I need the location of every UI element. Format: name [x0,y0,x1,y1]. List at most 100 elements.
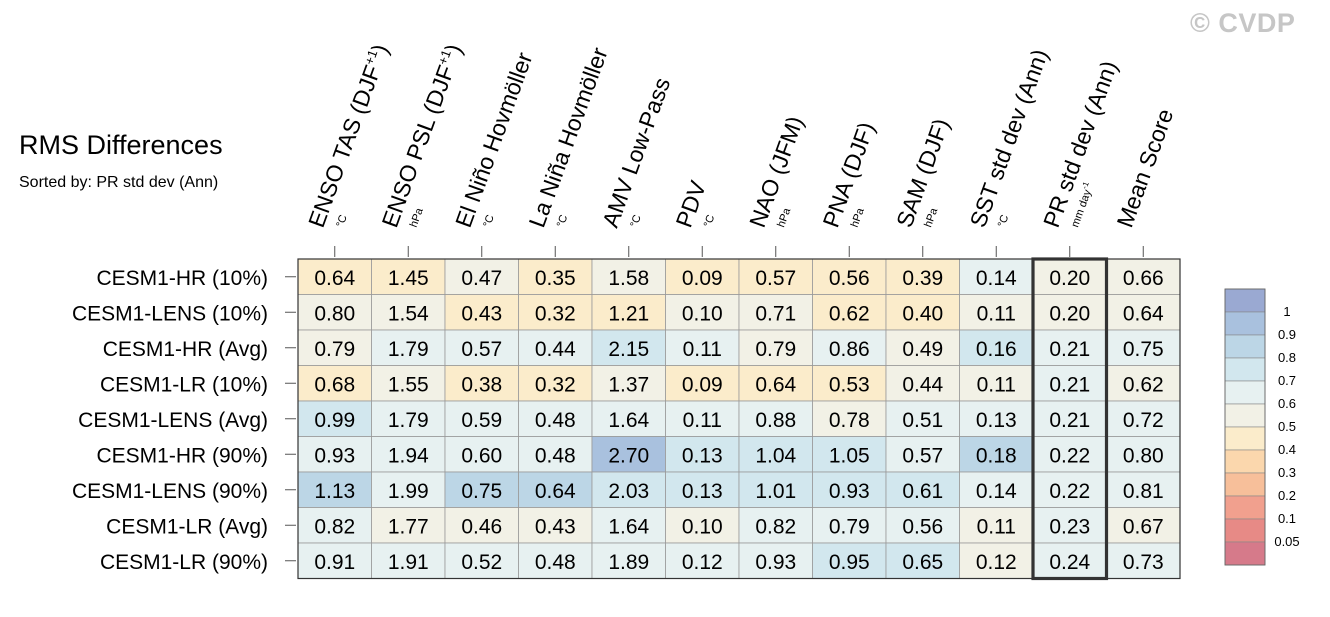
column-label: NAO (JFM) [744,113,808,231]
cell-value: 1.55 [388,373,429,396]
column-label: AMV Low-Pass [597,74,675,231]
chart-title: RMS Differences [19,130,223,160]
cell-value: 0.39 [902,267,943,290]
cell-value: 0.57 [461,338,502,361]
cell-value: 1.01 [755,480,796,503]
heatmap-cell [1032,507,1107,544]
heatmap-cell [444,365,519,402]
colorbar-swatch [1224,334,1266,359]
cell-value: 0.64 [1123,302,1164,325]
cell-value: 0.93 [829,480,870,503]
cell-value: 0.99 [314,409,355,432]
colorbar-swatch [1224,541,1266,566]
cell-value: 0.43 [535,515,576,538]
heatmap-cell [591,436,666,473]
watermark: © CVDP [1190,8,1296,38]
heatmap-cell [371,436,446,473]
cell-value: 0.79 [314,338,355,361]
heatmap-cell [591,365,666,402]
heatmap-cell [738,294,813,331]
cell-value: 1.64 [608,515,649,538]
column-label: SAM (DJF) [891,115,954,231]
column-unit: °C [702,213,718,229]
cell-value: 0.95 [829,551,870,574]
cell-value: 1.13 [314,480,355,503]
cell-value: 0.48 [535,551,576,574]
cell-value: 1.58 [608,267,649,290]
heatmap-cell [1032,258,1107,295]
heatmap-cell [885,471,960,508]
heatmap-cell [812,436,887,473]
heatmap-cell [665,329,740,366]
cell-value: 0.47 [461,267,502,290]
column-label: ENSO TAS (DJF+1) [303,41,393,231]
heatmap-cell [885,436,960,473]
cell-value: 0.14 [976,480,1017,503]
heatmap-cell [665,507,740,544]
column-unit: hPa [849,206,867,229]
heatmap-cell [665,294,740,331]
cell-value: 0.64 [755,373,796,396]
cell-value: 0.21 [1049,338,1090,361]
colorbar-swatch [1224,426,1266,451]
cell-value: 0.51 [902,409,943,432]
heatmap-cell [1032,294,1107,331]
cell-value: 0.71 [755,302,796,325]
colorbar-swatch [1224,495,1266,520]
cell-value: 1.04 [755,444,796,467]
cell-value: 1.89 [608,551,649,574]
cell-value: 0.10 [682,515,723,538]
heatmap-cell [1106,542,1181,579]
cell-value: 0.44 [902,373,943,396]
heatmap-cell [371,471,446,508]
cell-value: 1.05 [829,444,870,467]
cell-value: 0.64 [314,267,355,290]
cell-value: 0.11 [683,338,722,361]
cell-value: 0.12 [682,551,723,574]
heatmap-cell [1106,258,1181,295]
cell-value: 0.35 [535,267,576,290]
colorbar-swatch [1224,403,1266,428]
cell-value: 0.80 [314,302,355,325]
heatmap-cell [1106,329,1181,366]
colorbar-label: 0.9 [1278,327,1296,342]
cell-value: 0.79 [755,338,796,361]
heatmap-cell [297,365,372,402]
cell-value: 0.62 [829,302,870,325]
cell-value: 1.54 [388,302,429,325]
heatmap-cell [297,542,372,579]
heatmap-cell [1032,471,1107,508]
cell-value: 0.82 [755,515,796,538]
cell-value: 0.13 [682,444,723,467]
colorbar-swatch [1224,472,1266,497]
cell-value: 0.75 [461,480,502,503]
row-label: CESM1-LR (10%) [100,373,268,396]
cell-value: 0.91 [314,551,355,574]
cell-value: 0.21 [1049,373,1090,396]
heatmap-cell [444,542,519,579]
cell-value: 0.82 [314,515,355,538]
heatmap-cell [518,329,593,366]
cell-value: 0.59 [461,409,502,432]
cell-value: 1.79 [388,338,429,361]
cell-value: 0.46 [461,515,502,538]
heatmap-cell [518,507,593,544]
row-label: CESM1-LENS (Avg) [78,409,268,432]
column-unit: hPa [408,206,426,229]
column-label: La Niña Hovmöller [524,44,613,231]
heatmap-cell [885,329,960,366]
colorbar-frame [1224,288,1266,566]
colorbar-label: 0.1 [1278,511,1296,526]
cell-value: 0.57 [755,267,796,290]
cell-value: 0.09 [682,373,723,396]
cell-value: 0.79 [829,515,870,538]
cell-value: 0.66 [1123,267,1164,290]
heatmap-cell [812,507,887,544]
sorted-column-highlight [1031,257,1109,581]
cell-value: 0.49 [902,338,943,361]
cell-value: 0.61 [902,480,943,503]
cell-value: 0.65 [902,551,943,574]
cell-value: 1.37 [608,373,649,396]
cell-value: 0.60 [461,444,502,467]
heatmap-cell [518,436,593,473]
